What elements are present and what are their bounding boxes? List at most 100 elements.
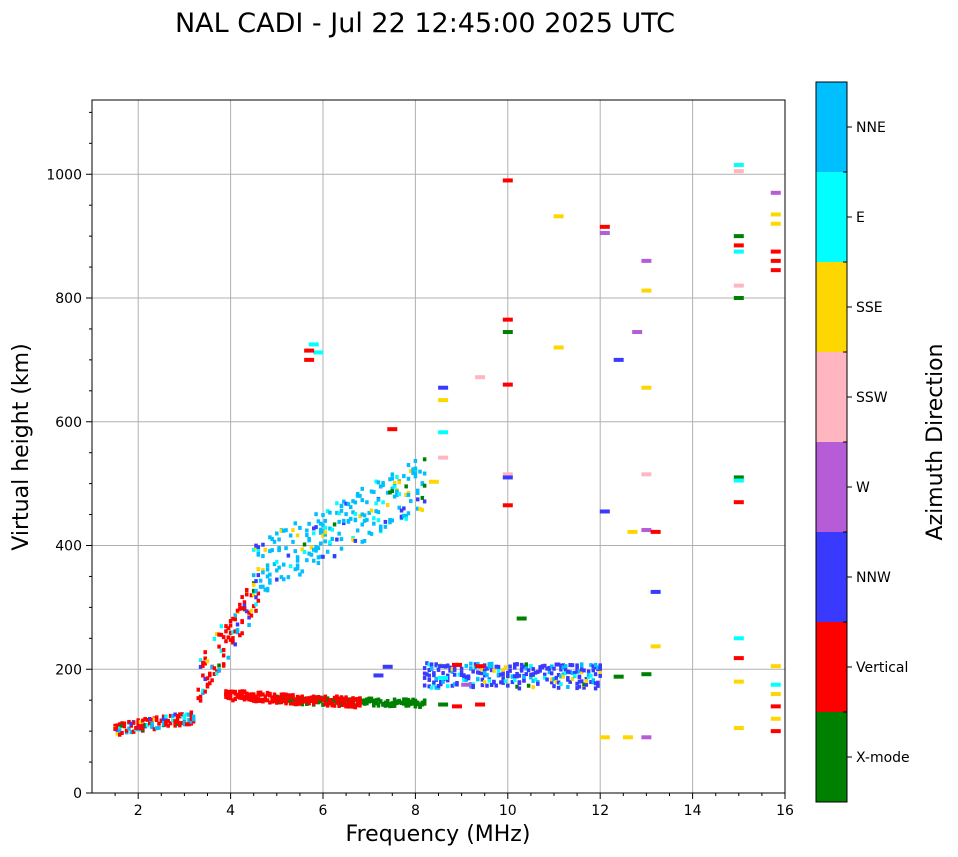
colorbar-segment [816, 82, 847, 172]
echo-mark [182, 716, 187, 721]
echo-mark [235, 628, 240, 633]
echo-mark [510, 680, 515, 685]
echo-mark [228, 689, 233, 694]
echo-mark [203, 661, 207, 666]
echo-mark [502, 382, 513, 387]
echo-mark [536, 669, 540, 674]
echo-mark [122, 724, 127, 729]
echo-mark [330, 703, 334, 708]
echo-mark [383, 700, 388, 705]
echo-mark [469, 661, 473, 666]
echo-mark [281, 528, 286, 533]
echo-mark [650, 644, 661, 649]
echo-mark [346, 519, 351, 524]
echo-mark [402, 474, 406, 479]
echo-mark [136, 720, 140, 725]
echo-mark [529, 675, 533, 680]
echo-mark [485, 673, 489, 678]
echo-mark [182, 722, 187, 727]
echo-mark [561, 674, 565, 679]
echo-mark [641, 735, 652, 740]
echo-mark [533, 670, 538, 675]
echo-mark [733, 162, 744, 167]
y-axis-label: Virtual height (km) [9, 343, 34, 550]
echo-mark [293, 549, 298, 554]
echo-mark [641, 385, 652, 390]
echo-mark [164, 714, 168, 719]
echo-mark [256, 698, 261, 703]
echo-mark [415, 497, 420, 502]
echo-mark [397, 492, 401, 497]
echo-mark [502, 472, 513, 477]
echo-mark [733, 500, 744, 505]
echo-mark [438, 385, 449, 390]
echo-mark [275, 695, 279, 700]
echo-mark [369, 508, 374, 513]
echo-mark [589, 663, 593, 668]
echo-mark [381, 702, 385, 707]
echo-mark [277, 698, 281, 703]
echo-mark [228, 692, 233, 697]
echo-mark [339, 537, 344, 542]
echo-mark [487, 678, 492, 683]
echo-mark [228, 637, 233, 642]
echo-mark [175, 720, 180, 725]
echo-mark [256, 548, 261, 553]
echo-mark [613, 357, 624, 362]
echo-mark [404, 484, 408, 489]
echo-mark [224, 624, 228, 629]
echo-mark [268, 700, 272, 705]
echo-mark [627, 529, 638, 534]
echo-mark [173, 723, 177, 728]
echo-mark [482, 673, 487, 678]
echo-mark [302, 542, 307, 547]
echo-mark [247, 697, 251, 702]
echo-mark [770, 249, 781, 254]
colorbar-segment [816, 622, 847, 712]
echo-mark [242, 697, 247, 702]
echo-mark [316, 700, 321, 705]
echo-mark [545, 677, 549, 682]
echo-mark [434, 685, 438, 690]
echo-mark [411, 467, 415, 472]
echo-mark [591, 668, 596, 673]
echo-mark [360, 486, 365, 491]
echo-mark [261, 542, 265, 547]
echo-mark [300, 547, 304, 552]
echo-mark [205, 682, 210, 687]
echo-mark [404, 701, 408, 706]
echo-mark [321, 523, 325, 528]
echo-mark [413, 474, 418, 479]
echo-mark [150, 725, 154, 730]
echo-mark [420, 700, 425, 705]
echo-mark [164, 720, 168, 725]
echo-mark [312, 558, 316, 563]
echo-mark [238, 602, 242, 607]
echo-mark [288, 693, 293, 698]
echo-mark [379, 699, 383, 704]
echo-mark [298, 700, 302, 705]
echo-mark [388, 490, 392, 495]
echo-mark [367, 510, 371, 515]
echo-mark [512, 662, 517, 667]
echo-mark [284, 695, 288, 700]
echo-mark [309, 545, 314, 550]
echo-mark [770, 716, 781, 721]
echo-mark [198, 658, 203, 663]
echo-mark [314, 525, 318, 530]
echo-mark [360, 512, 365, 517]
echo-mark [422, 499, 427, 504]
echo-mark [201, 688, 205, 693]
echo-mark [496, 664, 501, 669]
echo-mark [418, 469, 422, 474]
echo-mark [277, 696, 281, 701]
echo-mark [245, 696, 249, 701]
echo-mark [330, 527, 334, 532]
echo-mark [441, 671, 445, 676]
echo-mark [418, 507, 422, 512]
echo-mark [526, 683, 531, 688]
echo-mark [353, 705, 358, 710]
echo-mark [351, 537, 355, 542]
echo-mark [339, 703, 344, 708]
